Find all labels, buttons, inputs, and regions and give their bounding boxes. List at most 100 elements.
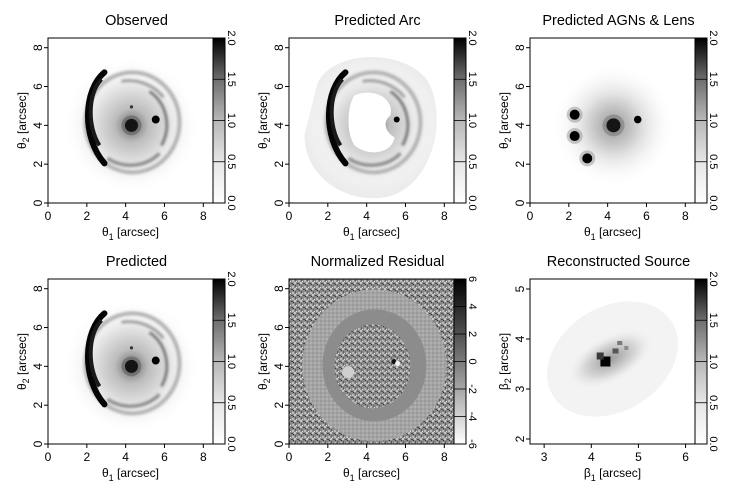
companion-core bbox=[151, 356, 160, 365]
colorbar-tick-label: 1.0 bbox=[225, 113, 237, 128]
panel-3: Predicted AGNs & Lens 0.0 0.5 1.0 1.5 2.0 0 2 4 6… bbox=[497, 13, 719, 242]
y-tick-label: 8 bbox=[513, 44, 527, 51]
x-tick-label: 8 bbox=[441, 209, 448, 223]
y-tick-label: 6 bbox=[272, 83, 286, 90]
colorbar-tick-label: 2.0 bbox=[707, 271, 719, 286]
colorbar-tick-label: 4 bbox=[466, 303, 478, 309]
y-tick-label: 0 bbox=[272, 199, 286, 206]
agn-image-3 bbox=[582, 153, 593, 164]
x-tick-label: 2 bbox=[324, 450, 331, 464]
colorbar-tick-label: 0.0 bbox=[225, 436, 237, 451]
y-axis-label: θ2 [arcsec] bbox=[15, 333, 31, 390]
y-tick-label: 4 bbox=[272, 363, 286, 370]
y-tick-label: 8 bbox=[272, 44, 286, 51]
colorbar-tick-label: 1.0 bbox=[707, 113, 719, 128]
lensed-arc bbox=[326, 69, 349, 167]
colorbar-tick-label: 0.0 bbox=[707, 195, 719, 210]
x-axis: 3 4 5 6 β1 [arcsec] bbox=[541, 444, 689, 483]
lensed-arc bbox=[85, 69, 108, 167]
colorbar-tick-label: 1.5 bbox=[707, 313, 719, 328]
colorbar: -6 -4 -2 0 2 4 6 bbox=[453, 276, 478, 449]
x-tick-label: 0 bbox=[286, 209, 293, 223]
colorbar-tick-label: 1.0 bbox=[225, 354, 237, 369]
colorbar-tick-label: 2.0 bbox=[225, 30, 237, 45]
colorbar-tick-label: -4 bbox=[466, 412, 478, 422]
y-tick-label: 2 bbox=[513, 435, 527, 442]
x-tick-label: 6 bbox=[161, 209, 168, 223]
x-tick-label: 8 bbox=[682, 209, 689, 223]
y-tick-label: 4 bbox=[513, 335, 527, 342]
colorbar-tick-label: 1.0 bbox=[707, 354, 719, 369]
y-tick-label: 4 bbox=[31, 122, 45, 129]
y-tick-label: 3 bbox=[513, 385, 527, 392]
colorbar-tick-label: 2.0 bbox=[707, 30, 719, 45]
colorbar: 0.0 0.5 1.0 1.5 2.0 bbox=[212, 271, 237, 452]
colorbar-tick-label: 0.5 bbox=[225, 154, 237, 169]
x-axis: 0 2 4 6 8 θ1 [arcsec] bbox=[45, 203, 207, 242]
x-axis: 0 2 4 6 8 θ1 [arcsec] bbox=[286, 203, 448, 242]
colorbar: 0.0 0.5 1.0 1.5 2.0 bbox=[694, 30, 719, 211]
y-tick-label: 8 bbox=[272, 285, 286, 292]
y-axis: 0 2 4 6 8 θ2 [arcsec] bbox=[256, 285, 289, 447]
y-tick-label: 2 bbox=[272, 161, 286, 168]
x-tick-label: 6 bbox=[402, 209, 409, 223]
x-tick-label: 4 bbox=[363, 209, 370, 223]
colorbar-tick-label: 1.5 bbox=[225, 313, 237, 328]
panel-5: Normalized Residual -6 -4 -2 0 2 4 6 0 2 4 6 8 θ1 [ar… bbox=[256, 254, 478, 483]
y-tick-label: 0 bbox=[272, 440, 286, 447]
x-tick-label: 2 bbox=[83, 450, 90, 464]
panel-image bbox=[48, 279, 213, 444]
lensed-arc bbox=[85, 310, 108, 408]
colorbar-tick-label: 2 bbox=[466, 331, 478, 337]
y-tick-label: 0 bbox=[31, 440, 45, 447]
panel-image bbox=[530, 279, 695, 444]
y-axis-label: θ2 [arcsec] bbox=[15, 92, 31, 149]
colorbar-tick-label: -2 bbox=[466, 384, 478, 394]
y-axis: 0 2 4 6 8 θ2 [arcsec] bbox=[256, 44, 289, 206]
y-tick-label: 8 bbox=[31, 44, 45, 51]
x-axis: 0 2 4 6 8 θ1 [arcsec] bbox=[286, 444, 448, 483]
x-tick-label: 4 bbox=[604, 209, 611, 223]
x-tick-label: 2 bbox=[83, 209, 90, 223]
x-tick-label: 4 bbox=[363, 450, 370, 464]
agn-image-1 bbox=[569, 109, 580, 120]
x-axis-label: θ1 [arcsec] bbox=[102, 225, 159, 242]
x-tick-label: 6 bbox=[161, 450, 168, 464]
colorbar-tick-label: 2.0 bbox=[466, 30, 478, 45]
agn-image-2 bbox=[569, 131, 580, 142]
y-tick-label: 8 bbox=[31, 285, 45, 292]
y-tick-label: 2 bbox=[513, 161, 527, 168]
colorbar-tick-label: 1.0 bbox=[466, 113, 478, 128]
colorbar-tick-label: 0.0 bbox=[707, 436, 719, 451]
y-tick-label: 6 bbox=[513, 83, 527, 90]
panel-2: Predicted Arc 0.0 0.5 1.0 1.5 2.0 0 2 4 6 8 θ1 [arc… bbox=[256, 13, 478, 242]
x-tick-label: 0 bbox=[286, 450, 293, 464]
panel-image bbox=[530, 38, 695, 203]
x-tick-label: 0 bbox=[45, 450, 52, 464]
lens-galaxy-core bbox=[606, 118, 621, 133]
x-axis-label: θ1 [arcsec] bbox=[343, 225, 400, 242]
companion-core bbox=[151, 115, 160, 124]
colorbar-tick-label: 0 bbox=[466, 358, 478, 364]
companion-core bbox=[633, 115, 642, 124]
colorbar-tick-label: 1.5 bbox=[707, 72, 719, 87]
panel-image bbox=[289, 279, 454, 444]
panel-title: Reconstructed Source bbox=[547, 254, 690, 270]
x-tick-label: 2 bbox=[565, 209, 572, 223]
colorbar-tick-label: 0.0 bbox=[225, 195, 237, 210]
colorbar: 0.0 0.5 1.0 1.5 2.0 bbox=[694, 271, 719, 452]
x-tick-label: 8 bbox=[441, 450, 448, 464]
y-tick-label: 4 bbox=[31, 363, 45, 370]
panel-title: Observed bbox=[105, 13, 168, 29]
colorbar-tick-label: -6 bbox=[466, 439, 478, 449]
x-axis: 0 2 4 6 8 θ1 [arcsec] bbox=[527, 203, 689, 242]
colorbar-tick-label: 0.0 bbox=[466, 195, 478, 210]
y-axis-label: β2 [arcsec] bbox=[497, 333, 513, 390]
x-tick-label: 4 bbox=[122, 209, 129, 223]
y-axis-label: θ2 [arcsec] bbox=[256, 333, 272, 390]
x-tick-label: 3 bbox=[541, 450, 548, 464]
y-tick-label: 2 bbox=[31, 161, 45, 168]
colorbar-tick-label: 1.5 bbox=[466, 72, 478, 87]
